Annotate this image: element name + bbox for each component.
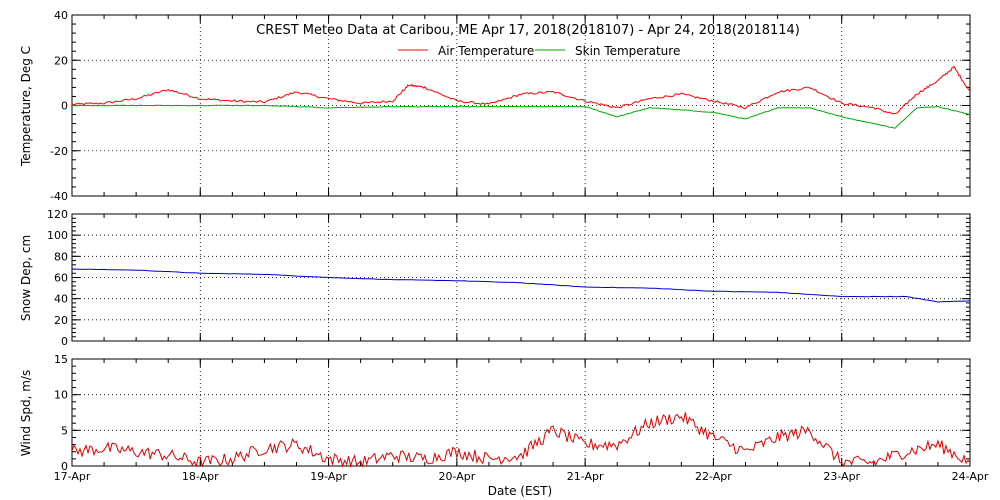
x-tick-label: 24-Apr	[952, 470, 989, 483]
snow-depth-panel: 0 20 40 60 80 100 120	[47, 208, 971, 348]
wind-speed-panel: 0 5 10 15 17-Apr 18-Apr 19-Apr 20-Apr 21-Apr 22-A…	[54, 353, 989, 483]
legend: Air Temperature Skin Temperature	[398, 44, 680, 58]
chart-title: CREST Meteo Data at Caribou, ME Apr 17, …	[256, 23, 800, 38]
y-tick-label: 0	[61, 460, 68, 473]
y-tick-label: 60	[54, 272, 68, 285]
y-tick-label: 0	[61, 100, 68, 113]
y-tick-label: 120	[47, 208, 68, 221]
x-tick-label: 21-Apr	[567, 470, 604, 483]
series-line	[71, 65, 971, 115]
y-tick-label: 10	[54, 389, 68, 402]
y-tick-label: 40	[54, 9, 68, 22]
y-tick-label: 20	[54, 54, 68, 67]
series-line	[71, 104, 971, 129]
y-tick-label: 80	[54, 250, 68, 263]
y-tick-label: -20	[50, 145, 68, 158]
y-axis-label-temperature: Temperature, Deg C	[19, 46, 33, 167]
y-tick-label: 40	[54, 293, 68, 306]
y-axis-label-wind: Wind Spd, m/s	[19, 370, 33, 456]
x-tick-label: 23-Apr	[823, 470, 860, 483]
y-tick-label: 5	[61, 424, 68, 437]
y-tick-label: 20	[54, 314, 68, 327]
temperature-panel: -40 -20 0 20 40	[50, 9, 971, 203]
y-axis-label-snow: Snow Dep, cm	[19, 235, 33, 321]
y-tick-label: 15	[54, 353, 68, 366]
legend-label-skin: Skin Temperature	[575, 44, 680, 58]
plot-frame	[71, 358, 971, 467]
y-tick-label: -40	[50, 190, 68, 203]
x-tick-label: 17-Apr	[54, 470, 91, 483]
legend-label-air: Air Temperature	[438, 44, 534, 58]
series-line	[72, 268, 971, 303]
x-axis-label: Date (EST)	[488, 484, 552, 498]
y-tick-label: 0	[61, 335, 68, 348]
x-tick-label: 19-Apr	[310, 470, 347, 483]
x-tick-label: 22-Apr	[695, 470, 732, 483]
x-tick-label: 18-Apr	[182, 470, 219, 483]
series-line	[71, 412, 971, 468]
x-tick-label: 20-Apr	[438, 470, 475, 483]
y-tick-label: 100	[47, 229, 68, 242]
